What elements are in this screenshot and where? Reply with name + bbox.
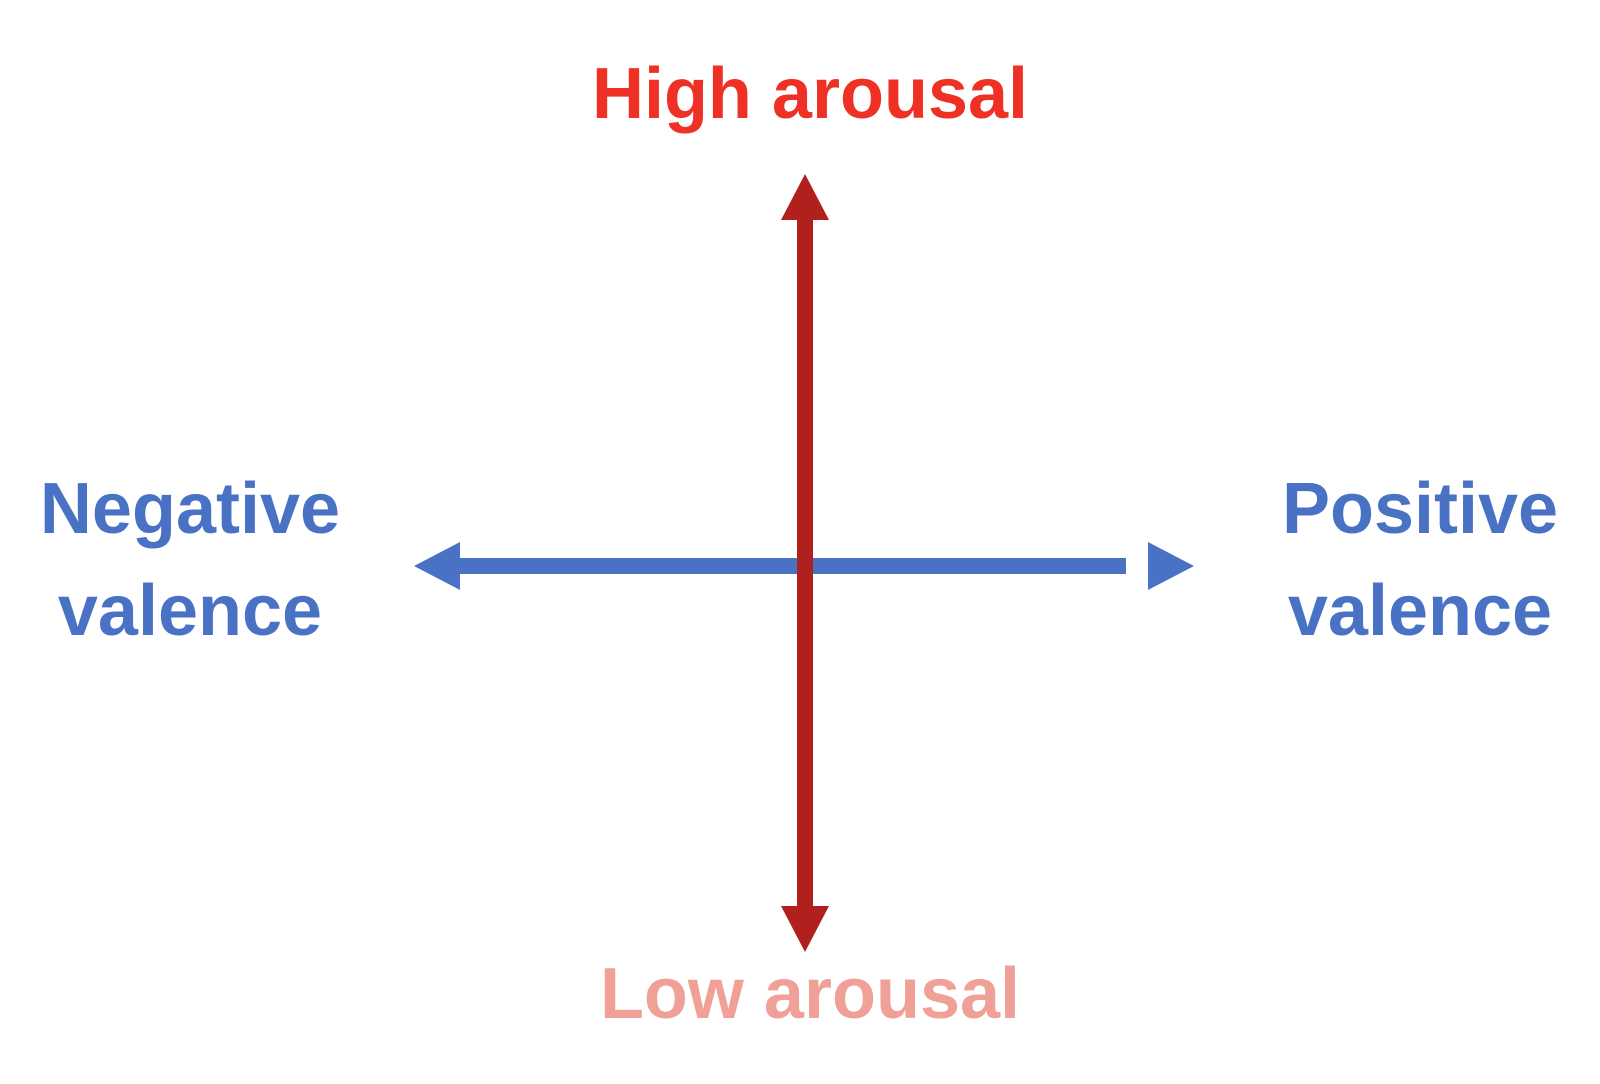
negative-valence-line-2: valence	[57, 571, 323, 651]
valence-arrowhead-right	[1148, 542, 1194, 590]
arousal-axis	[781, 174, 829, 952]
positive-valence-label: Positive valence	[1240, 458, 1600, 662]
positive-valence-line-2: valence	[1287, 571, 1553, 651]
arousal-arrowhead-down	[781, 906, 829, 952]
valence-axis-line	[448, 558, 1126, 574]
arousal-axis-line	[797, 214, 813, 916]
negative-valence-line-1: Negative	[39, 469, 341, 549]
positive-valence-line-1: Positive	[1281, 469, 1559, 549]
negative-valence-label: Negative valence	[10, 458, 370, 662]
valence-arrowhead-left	[414, 542, 460, 590]
high-arousal-label: High arousal	[591, 54, 1029, 134]
low-arousal-label: Low arousal	[599, 954, 1021, 1034]
valence-axis	[414, 542, 1194, 590]
arousal-arrowhead-up	[781, 174, 829, 220]
